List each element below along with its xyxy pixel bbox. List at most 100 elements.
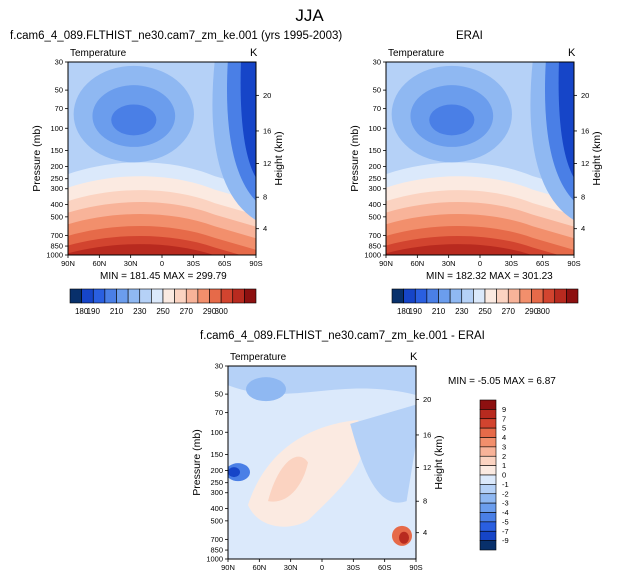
y-right-tick-label: 8: [581, 193, 585, 202]
colorbar-swatch: [220, 288, 234, 304]
colorbar-swatch: [566, 288, 579, 304]
y-tick-label: 30: [55, 58, 63, 67]
colorbar-swatch: [479, 418, 497, 429]
colorbar-swatch: [81, 288, 94, 304]
y-tick-label: 70: [215, 408, 223, 417]
colorbar-swatch: [426, 288, 439, 304]
colorbar-swatch: [151, 288, 164, 304]
y-tick-label: 300: [368, 184, 381, 193]
colorbar-swatch: [479, 455, 497, 466]
colorbar-label: 270: [502, 307, 516, 316]
colorbar-label: -5: [502, 517, 509, 526]
colorbar-label: -1: [502, 480, 509, 489]
field-band: [228, 467, 240, 478]
y-right-tick-label: 4: [581, 224, 585, 233]
units-label: K: [410, 351, 418, 363]
x-tick-label: 60N: [92, 259, 106, 268]
y-tick-label: 100: [50, 124, 63, 133]
y-tick-label: 70: [373, 104, 381, 113]
diff-contour-plot: Temperature K3050701001502002503004005007…: [191, 351, 445, 572]
y-tick-label: 300: [50, 184, 63, 193]
y-tick-label: 200: [368, 162, 381, 171]
colorbar-swatch: [479, 446, 497, 457]
x-tick-label: 0: [478, 259, 482, 268]
y-tick-label: 100: [210, 428, 223, 437]
y-right-axis-title: Height (km): [433, 435, 445, 489]
y-tick-label: 700: [50, 231, 63, 240]
x-tick-label: 90S: [567, 259, 580, 268]
y-right-tick-label: 4: [423, 528, 427, 537]
colorbar-label: 210: [432, 307, 446, 316]
colorbar-swatch: [479, 521, 497, 532]
x-tick-label: 60S: [218, 259, 231, 268]
y-right-tick-label: 20: [581, 91, 589, 100]
colorbar-label: 5: [502, 424, 506, 433]
colorbar-label: 300: [214, 307, 228, 316]
colorbar-label: 210: [110, 307, 124, 316]
colorbar-swatch: [461, 288, 474, 304]
contour-field: [386, 62, 574, 255]
field-band: [399, 531, 409, 544]
model-stats: MIN = 181.45 MAX = 299.79: [100, 271, 227, 282]
x-tick-label: 90S: [249, 259, 262, 268]
y-tick-label: 400: [210, 504, 223, 513]
x-tick-label: 30S: [187, 259, 200, 268]
colorbar-swatch: [116, 288, 129, 304]
y-axis-title: Pressure (mb): [31, 125, 43, 192]
colorbar-label: -4: [502, 508, 509, 517]
x-tick-label: 0: [320, 563, 324, 572]
field-band: [111, 104, 157, 136]
y-right-tick-label: 8: [423, 497, 427, 506]
model-panel-title: f.cam6_4_089.FLTHIST_ne30.cam7_zm_ke.001…: [10, 30, 343, 42]
colorbar-swatch: [162, 288, 175, 304]
x-tick-label: 90N: [379, 259, 393, 268]
y-tick-label: 70: [55, 104, 63, 113]
y-tick-label: 200: [210, 466, 223, 475]
colorbar-swatch: [69, 288, 82, 304]
colorbar-swatch: [449, 288, 463, 304]
y-tick-label: 700: [368, 231, 381, 240]
y-tick-label: 100: [368, 124, 381, 133]
colorbar-swatch: [473, 288, 486, 304]
y-right-tick-label: 16: [581, 126, 589, 135]
y-right-tick-label: 12: [263, 159, 271, 168]
x-tick-label: 60N: [410, 259, 424, 268]
y-tick-label: 500: [50, 212, 63, 221]
colorbar-label: 190: [87, 307, 101, 316]
x-tick-label: 90N: [221, 563, 235, 572]
colorbar-label: 0: [502, 471, 506, 480]
field-band: [268, 456, 308, 502]
y-right-axis-title: Height (km): [273, 131, 285, 185]
units-label: K: [250, 47, 258, 59]
contour-field: [228, 366, 416, 559]
colorbar-swatch: [542, 288, 556, 304]
obs-contour-plot: Temperature K3050701001502002503004005007…: [349, 47, 603, 268]
colorbar-swatch: [479, 399, 497, 410]
page-title: JJA: [295, 6, 324, 25]
y-right-tick-label: 20: [423, 395, 431, 404]
y-tick-label: 850: [368, 242, 381, 251]
field-band: [246, 377, 286, 402]
colorbar-swatch: [531, 288, 544, 304]
y-right-tick-label: 8: [263, 193, 267, 202]
colorbar-swatch: [479, 512, 497, 523]
x-tick-label: 90S: [409, 563, 422, 572]
units-label: K: [568, 47, 576, 59]
field-band: [350, 404, 416, 503]
colorbar-swatch: [507, 288, 521, 304]
y-right-axis-title: Height (km): [591, 131, 603, 185]
colorbar-swatch: [232, 288, 245, 304]
y-tick-label: 150: [368, 146, 381, 155]
colorbar-label: 7: [502, 414, 506, 423]
y-tick-label: 30: [215, 362, 223, 371]
field-band: [240, 62, 256, 178]
colorbar-swatch: [139, 288, 152, 304]
colorbar-swatch: [496, 288, 509, 304]
colorbar-label: 9: [502, 405, 506, 414]
x-tick-label: 60S: [378, 563, 391, 572]
colorbar-label: -7: [502, 527, 509, 536]
colorbar-swatch: [92, 288, 106, 304]
y-tick-label: 50: [373, 86, 381, 95]
y-tick-label: 30: [373, 58, 381, 67]
